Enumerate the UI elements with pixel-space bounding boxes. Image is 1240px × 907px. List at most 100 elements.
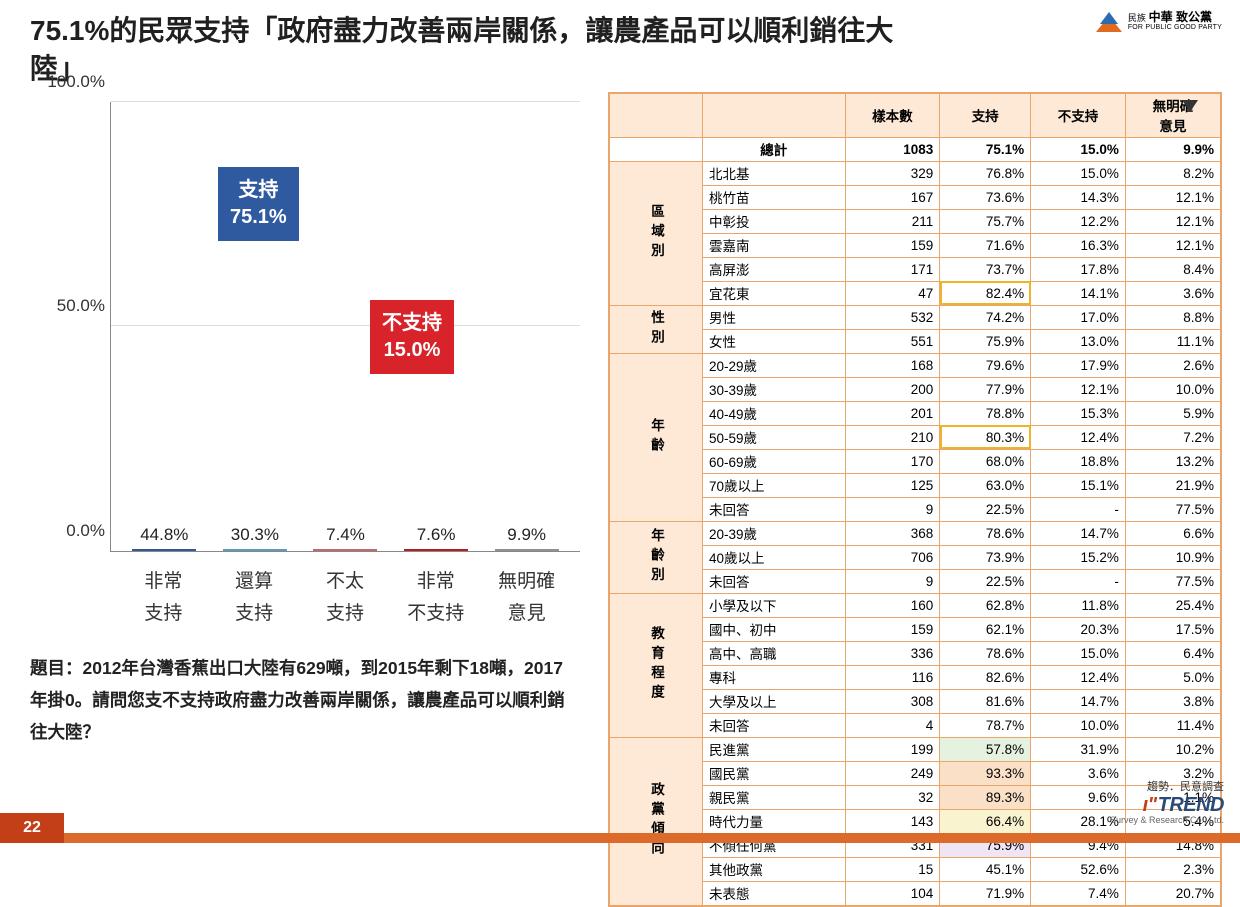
- row-label: 30-39歲: [703, 377, 846, 401]
- data-cell: 78.6%: [940, 521, 1031, 545]
- data-cell: 2.3%: [1125, 857, 1221, 881]
- data-cell: 80.3%: [940, 425, 1031, 449]
- data-cell: 200: [845, 377, 940, 401]
- row-label: 女性: [703, 329, 846, 353]
- data-cell: 11.1%: [1125, 329, 1221, 353]
- total-cell: 15.0%: [1031, 137, 1126, 161]
- data-cell: 10.2%: [1125, 737, 1221, 761]
- data-cell: 47: [845, 281, 940, 305]
- row-label: 50-59歲: [703, 425, 846, 449]
- data-cell: 73.7%: [940, 257, 1031, 281]
- data-cell: 3.8%: [1125, 689, 1221, 713]
- question-text: 題目：2012年台灣香蕉出口大陸有629噸，到2015年剩下18噸，2017年掛…: [30, 652, 570, 749]
- row-label: 專科: [703, 665, 846, 689]
- data-cell: 78.7%: [940, 713, 1031, 737]
- data-cell: 15.3%: [1031, 401, 1126, 425]
- row-label: 未表態: [703, 881, 846, 906]
- x-category: 不太支持: [308, 566, 382, 632]
- data-cell: 73.6%: [940, 185, 1031, 209]
- bar-value-label: 30.3%: [231, 525, 279, 545]
- data-cell: 14.7%: [1031, 689, 1126, 713]
- table-header: [703, 93, 846, 138]
- data-cell: 78.8%: [940, 401, 1031, 425]
- row-label: 高中、高職: [703, 641, 846, 665]
- y-tick: 50.0%: [35, 296, 105, 316]
- data-cell: 167: [845, 185, 940, 209]
- data-cell: -: [1031, 497, 1126, 521]
- row-label: 中彰投: [703, 209, 846, 233]
- row-label: 宜花東: [703, 281, 846, 305]
- total-label: 總計: [703, 137, 846, 161]
- x-category: 非常不支持: [399, 566, 473, 632]
- data-cell: 76.8%: [940, 161, 1031, 185]
- data-cell: 82.4%: [940, 281, 1031, 305]
- data-cell: 82.6%: [940, 665, 1031, 689]
- data-cell: 89.3%: [940, 785, 1031, 809]
- data-cell: 75.9%: [940, 329, 1031, 353]
- trend-brand: TREND: [1110, 795, 1224, 815]
- row-label: 20-39歲: [703, 521, 846, 545]
- group-header: 年齡別: [609, 521, 703, 593]
- y-tick: 0.0%: [35, 521, 105, 541]
- data-cell: 13.2%: [1125, 449, 1221, 473]
- y-tick: 100.0%: [35, 72, 105, 92]
- data-cell: 71.6%: [940, 233, 1031, 257]
- data-cell: -: [1031, 569, 1126, 593]
- data-cell: 4: [845, 713, 940, 737]
- row-label: 雲嘉南: [703, 233, 846, 257]
- data-cell: 125: [845, 473, 940, 497]
- data-cell: 17.8%: [1031, 257, 1126, 281]
- data-cell: 12.4%: [1031, 425, 1126, 449]
- data-cell: 201: [845, 401, 940, 425]
- data-cell: 77.5%: [1125, 569, 1221, 593]
- data-cell: 15.0%: [1031, 161, 1126, 185]
- table-header: [609, 93, 703, 138]
- table-header: 不支持: [1031, 93, 1126, 138]
- data-cell: 20.3%: [1031, 617, 1126, 641]
- bar: [495, 549, 559, 551]
- data-cell: 63.0%: [940, 473, 1031, 497]
- data-cell: 12.1%: [1125, 233, 1221, 257]
- data-cell: 8.8%: [1125, 305, 1221, 329]
- data-cell: 16.3%: [1031, 233, 1126, 257]
- data-cell: 12.1%: [1125, 185, 1221, 209]
- data-cell: 10.0%: [1031, 713, 1126, 737]
- bar-value-label: 7.4%: [326, 525, 365, 545]
- row-label: 20-29歲: [703, 353, 846, 377]
- pointer-icon: [1182, 100, 1198, 112]
- data-cell: 21.9%: [1125, 473, 1221, 497]
- data-cell: 368: [845, 521, 940, 545]
- group-header: 教育程度: [609, 593, 703, 737]
- data-cell: 12.1%: [1125, 209, 1221, 233]
- bar: [223, 549, 287, 551]
- data-cell: 15.0%: [1031, 641, 1126, 665]
- data-cell: 9: [845, 497, 940, 521]
- row-label: 國中、初中: [703, 617, 846, 641]
- table-header: 樣本數: [845, 93, 940, 138]
- data-cell: 159: [845, 617, 940, 641]
- data-cell: 706: [845, 545, 940, 569]
- data-cell: 551: [845, 329, 940, 353]
- party-logo-icon: [1096, 10, 1122, 32]
- data-cell: 308: [845, 689, 940, 713]
- data-cell: 32: [845, 785, 940, 809]
- group-header: 區域別: [609, 161, 703, 305]
- data-cell: 170: [845, 449, 940, 473]
- data-cell: 336: [845, 641, 940, 665]
- data-cell: 14.1%: [1031, 281, 1126, 305]
- data-cell: 14.7%: [1031, 521, 1126, 545]
- data-cell: 160: [845, 593, 940, 617]
- group-header: 性別: [609, 305, 703, 353]
- page-number: 22: [0, 813, 64, 843]
- data-cell: 68.0%: [940, 449, 1031, 473]
- data-cell: 71.9%: [940, 881, 1031, 906]
- data-cell: 10.0%: [1125, 377, 1221, 401]
- footer: 22: [0, 813, 1240, 843]
- data-cell: 12.2%: [1031, 209, 1126, 233]
- page-title: 75.1%的民眾支持「政府盡力改善兩岸關係，讓農產品可以順利銷往大陸」: [30, 12, 930, 88]
- data-cell: 8.4%: [1125, 257, 1221, 281]
- data-cell: 210: [845, 425, 940, 449]
- data-cell: 79.6%: [940, 353, 1031, 377]
- data-cell: 15.2%: [1031, 545, 1126, 569]
- data-cell: 11.4%: [1125, 713, 1221, 737]
